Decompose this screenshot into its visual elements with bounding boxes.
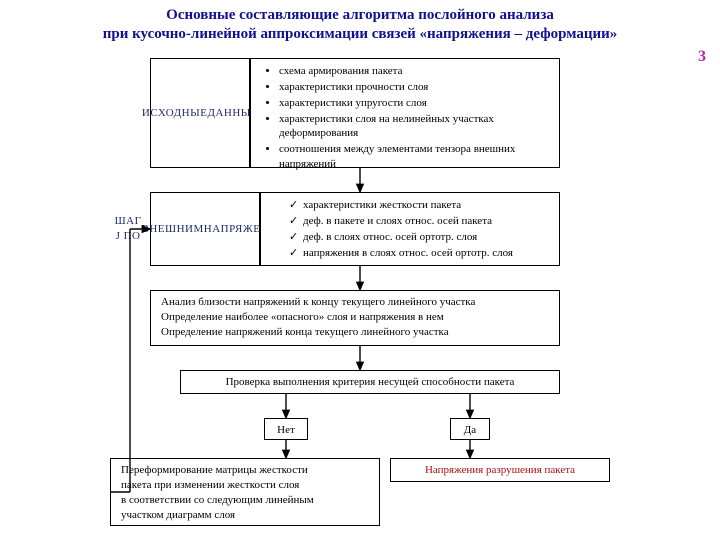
node-step-label: ШАГ J ПОВНЕШНИМНАПРЯЖЕНИЯМ (150, 192, 260, 266)
check-item: характеристики жесткости пакета (289, 198, 549, 213)
bullet-item: схема армирования пакета (279, 64, 549, 79)
node-analysis: Анализ близости напряжений к концу текущ… (150, 290, 560, 346)
slide-number: 3 (698, 48, 706, 66)
node-reform: Переформирование матрицы жесткостипакета… (110, 458, 380, 526)
slide: { "title": { "line1": "Основные составля… (0, 0, 720, 540)
title-line1: Основные составляющие алгоритма послойно… (166, 7, 554, 23)
bullet-item: соотношения между элементами тензора вне… (279, 142, 549, 172)
check-item: напряжения в слоях относ. осей ортотр. с… (289, 246, 549, 261)
node-criterion: Проверка выполнения критерия несущей спо… (180, 370, 560, 394)
node-step-checks: характеристики жесткости пакетадеф. в па… (260, 192, 560, 266)
bullet-item: характеристики упругости слоя (279, 96, 549, 111)
check-item: деф. в пакете и слоях относ. осей пакета (289, 214, 549, 229)
node-decision-no: Нет (264, 418, 308, 440)
node-input-bullets: схема армирования пакетахарактеристики п… (250, 58, 560, 168)
check-item: деф. в слоях относ. осей ортотр. слоя (289, 230, 549, 245)
node-decision-yes: Да (450, 418, 490, 440)
node-failure: Напряжения разрушения пакета (390, 458, 610, 482)
bullet-item: характеристики слоя на нелинейных участк… (279, 112, 549, 142)
bullet-item: характеристики прочности слоя (279, 80, 549, 95)
input-bullet-list: схема армирования пакетахарактеристики п… (261, 64, 549, 172)
step-check-list: характеристики жесткости пакетадеф. в па… (271, 198, 549, 260)
node-input-label: ИСХОДНЫЕДАННЫЕ (150, 58, 250, 168)
title-line2: при кусочно-линейной аппроксимации связе… (103, 26, 618, 42)
slide-title: Основные составляющие алгоритма послойно… (0, 6, 720, 44)
